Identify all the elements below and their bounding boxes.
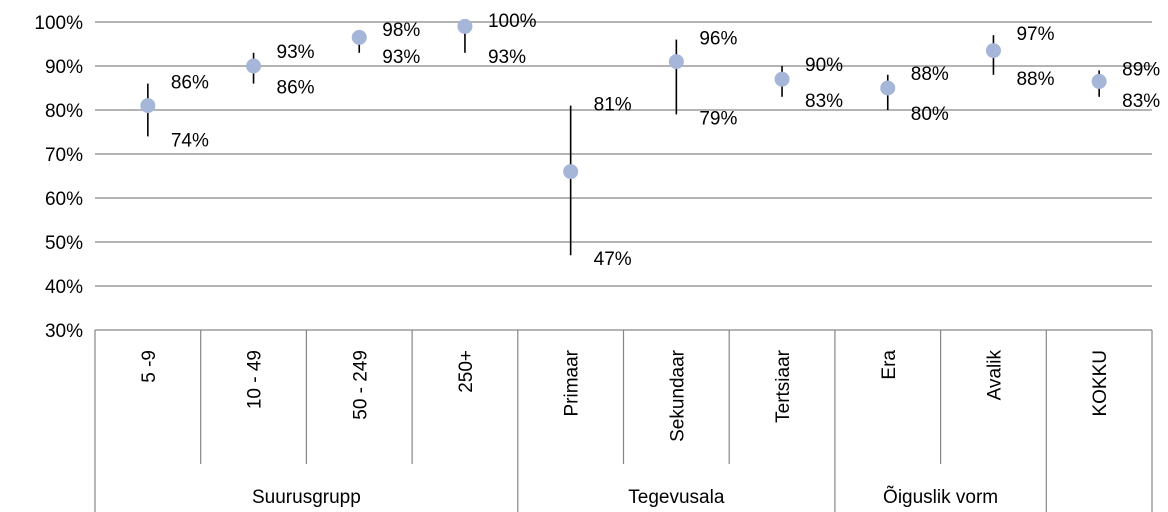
lower-bound-label: 79%	[699, 108, 737, 129]
data-point	[985, 43, 1001, 59]
data-point	[140, 98, 156, 114]
lower-bound-label: 86%	[277, 78, 315, 99]
data-point	[1091, 73, 1107, 89]
y-tick-label: 40%	[45, 277, 83, 298]
data-point	[351, 29, 367, 45]
upper-bound-label: 93%	[277, 42, 315, 63]
data-point	[668, 54, 684, 70]
upper-bound-label: 81%	[594, 95, 632, 116]
upper-bound-label: 97%	[1016, 24, 1054, 45]
gridlines	[95, 21, 1152, 331]
x-axis: 5 -9 10 - 49 50 - 249 250+ Primaar Sekundaar T…	[94, 330, 1153, 512]
lower-bound-label: 47%	[594, 249, 632, 270]
data-points	[140, 18, 1107, 180]
lower-bound-label: 83%	[1122, 91, 1160, 112]
lower-bound-label: 93%	[382, 47, 420, 68]
y-tick-label: 90%	[45, 57, 83, 78]
upper-bound-label: 86%	[171, 73, 209, 94]
lower-bound-label: 88%	[1016, 69, 1054, 90]
category-label: KOKKU	[1090, 350, 1111, 417]
lower-bound-label: 74%	[171, 130, 209, 151]
group-label: Tegevusala	[628, 487, 725, 508]
lower-bound-label: 83%	[805, 91, 843, 112]
data-point	[774, 71, 790, 87]
y-tick-label: 70%	[45, 145, 83, 166]
category-label: 250+	[456, 350, 477, 393]
upper-bound-label: 88%	[911, 64, 949, 85]
category-label: Sekundaar	[667, 349, 688, 442]
upper-bound-label: 89%	[1122, 59, 1160, 80]
data-point	[563, 164, 579, 180]
category-label: 5 -9	[139, 350, 160, 383]
upper-bound-label: 100%	[488, 11, 537, 32]
group-label: Õiguslik vorm	[883, 486, 998, 508]
data-point	[880, 80, 896, 96]
upper-bound-label: 90%	[805, 55, 843, 76]
y-tick-label: 100%	[34, 13, 83, 34]
category-label: Tertsiaar	[773, 349, 794, 423]
category-label: 10 - 49	[245, 350, 266, 409]
upper-bound-label: 96%	[699, 29, 737, 50]
y-axis: 30% 40% 50% 60% 70% 80% 90% 100%	[34, 13, 83, 342]
data-point	[457, 18, 473, 34]
data-labels: 86% 74% 93% 86% 98% 93% 100% 93% 81% 47% 96% 79% 90%…	[171, 11, 1160, 270]
category-label: 50 - 249	[350, 350, 371, 420]
upper-bound-label: 98%	[382, 20, 420, 41]
lower-bound-label: 93%	[488, 47, 526, 68]
group-label: Suurusgrupp	[252, 487, 361, 508]
category-label: Era	[879, 350, 900, 380]
y-tick-label: 80%	[45, 101, 83, 122]
category-label: Avalik	[984, 350, 1005, 401]
y-tick-label: 60%	[45, 189, 83, 210]
y-tick-label: 30%	[45, 321, 83, 342]
data-point	[246, 58, 262, 74]
category-label: Primaar	[562, 349, 583, 416]
lower-bound-label: 80%	[911, 104, 949, 125]
y-tick-label: 50%	[45, 233, 83, 254]
